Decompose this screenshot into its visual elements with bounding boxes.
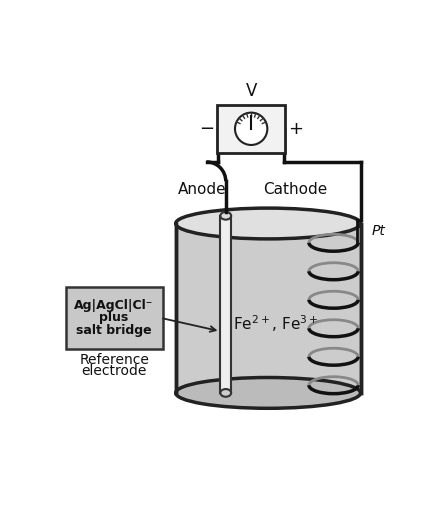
FancyBboxPatch shape [217, 105, 286, 152]
Text: −: − [199, 120, 214, 138]
Text: Anode: Anode [178, 182, 227, 197]
Text: salt bridge: salt bridge [76, 323, 152, 337]
Text: Fe$^{2+}$, Fe$^{3+}$: Fe$^{2+}$, Fe$^{3+}$ [233, 313, 318, 334]
Text: V: V [245, 82, 257, 100]
Text: +: + [288, 120, 303, 138]
Text: Reference: Reference [79, 353, 149, 367]
FancyBboxPatch shape [176, 224, 361, 393]
Ellipse shape [221, 212, 231, 220]
Ellipse shape [176, 208, 361, 239]
Ellipse shape [176, 377, 361, 408]
Ellipse shape [221, 389, 231, 397]
Text: plus: plus [99, 312, 129, 324]
Text: Pt: Pt [372, 224, 386, 238]
Circle shape [235, 113, 267, 145]
Text: electrode: electrode [81, 364, 147, 377]
FancyBboxPatch shape [221, 216, 231, 393]
Text: Cathode: Cathode [263, 182, 327, 197]
FancyBboxPatch shape [65, 287, 163, 349]
Text: Ag|AgCl|Cl⁻: Ag|AgCl|Cl⁻ [74, 299, 154, 312]
